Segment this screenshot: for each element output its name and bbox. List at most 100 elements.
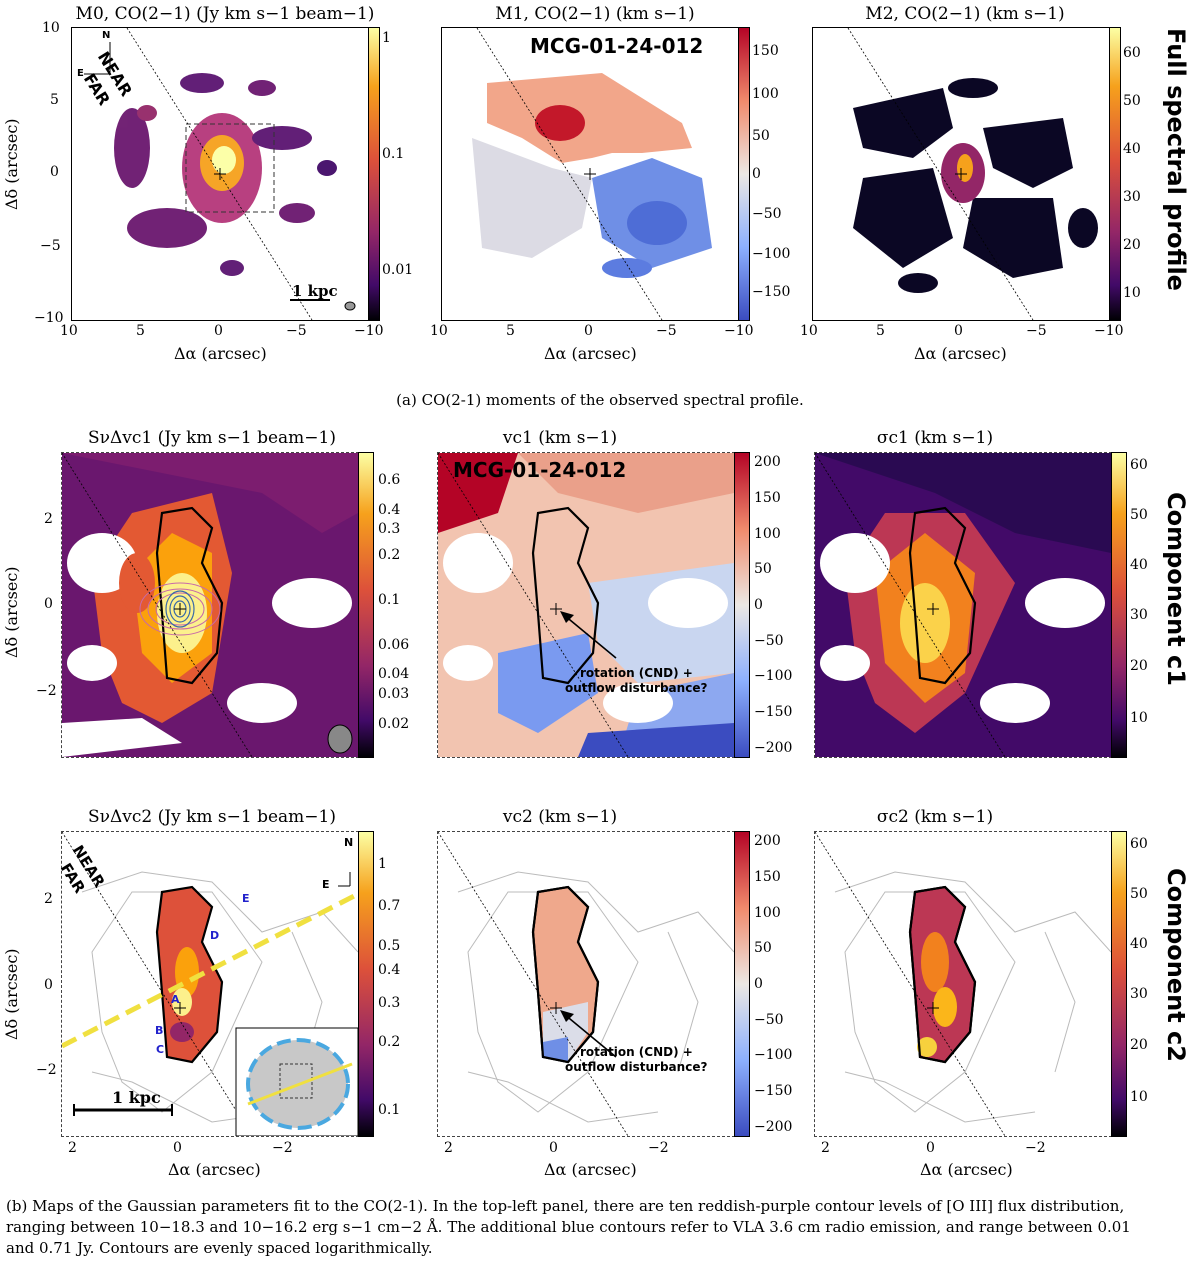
annotation-c2-1: rotation (CND) + <box>580 1045 693 1059</box>
cbar-tick: −50 <box>754 633 784 649</box>
cbar-tick: 0.1 <box>382 146 405 162</box>
cbar-tick: 100 <box>754 905 781 921</box>
map-c2-disp <box>814 831 1112 1137</box>
cbar-tick: 10 <box>1123 285 1141 301</box>
x-tick: 2 <box>821 1140 830 1156</box>
y-axis-label-top: Δδ (arcsec) <box>2 118 21 210</box>
compass-e-top: E <box>77 68 84 79</box>
cbar-tick: 10 <box>1130 710 1148 726</box>
x-axis-label: Δα (arcsec) <box>544 344 637 363</box>
cbar-tick: 0.2 <box>378 1034 401 1050</box>
y-tick: 0 <box>50 164 59 180</box>
caption-b-line1: (b) Maps of the Gaussian parameters fit … <box>6 1197 1125 1215</box>
cbar-tick: 0 <box>754 597 763 613</box>
cbar-tick: −150 <box>754 704 793 720</box>
cbar-tick: 200 <box>754 833 781 849</box>
cbar-tick: 60 <box>1130 457 1148 473</box>
map-c1-flux <box>61 452 359 758</box>
x-axis-label: Δα (arcsec) <box>544 1160 637 1179</box>
cbar-tick: 150 <box>754 490 781 506</box>
cbar-tick: −50 <box>754 1012 784 1028</box>
map-c2-flux <box>61 831 359 1137</box>
caption-b-line3: and 0.71 Jy. Contours are evenly spaced … <box>6 1239 433 1257</box>
cbar-tick: −150 <box>752 284 791 300</box>
row-label-full: Full spectral profile <box>1162 28 1190 291</box>
cbar-tick: −100 <box>752 246 791 262</box>
cbar-c2-flux <box>358 831 374 1137</box>
compass-e-bottom: E <box>322 878 330 891</box>
x-tick: 0 <box>926 1140 935 1156</box>
x-tick: −5 <box>656 323 677 339</box>
cbar-tick: 0.04 <box>378 666 410 682</box>
row-label-c2: Component c2 <box>1162 868 1190 1062</box>
annotation-c1-1: rotation (CND) + <box>580 666 693 680</box>
point-label-b: B <box>155 1024 164 1037</box>
panel-title-m0: M0, CO(2−1) (Jy km s−1 beam−1) <box>75 4 375 24</box>
cbar-m0 <box>368 27 380 321</box>
cbar-tick: 100 <box>752 86 779 102</box>
cbar-tick: 60 <box>1123 45 1141 61</box>
y-tick: 10 <box>42 20 60 36</box>
cbar-tick: 50 <box>1130 886 1148 902</box>
cbar-tick: 50 <box>754 940 772 956</box>
cbar-tick: 20 <box>1130 1037 1148 1053</box>
cbar-tick: −200 <box>754 1119 793 1135</box>
x-tick: −5 <box>286 323 307 339</box>
point-label-a: A <box>171 993 180 1006</box>
x-tick: 0 <box>214 323 223 339</box>
x-tick: −2 <box>1025 1140 1046 1156</box>
cbar-tick: 0.1 <box>378 1102 401 1118</box>
x-axis-label: Δα (arcsec) <box>174 344 267 363</box>
x-tick: 0 <box>549 1140 558 1156</box>
x-tick: 5 <box>506 323 515 339</box>
panel-title-m2: M2, CO(2−1) (km s−1) <box>865 4 1065 24</box>
x-tick: −5 <box>1026 323 1047 339</box>
panel-title-c1-disp: σc1 (km s−1) <box>876 428 994 448</box>
scale-bar-top: 1 kpc <box>292 282 338 300</box>
x-tick: 5 <box>136 323 145 339</box>
cbar-tick: 30 <box>1130 986 1148 1002</box>
y-tick: 0 <box>44 977 53 993</box>
cbar-c1-vel <box>734 452 750 758</box>
cbar-tick: 30 <box>1123 189 1141 205</box>
x-tick: −2 <box>648 1140 669 1156</box>
annotation-c2-2: outflow disturbance? <box>565 1060 708 1074</box>
cbar-tick: 40 <box>1123 141 1141 157</box>
cbar-tick: 0.02 <box>378 716 410 732</box>
cbar-tick: 0.6 <box>378 472 401 488</box>
galaxy-name-top: MCG-01-24-012 <box>530 34 704 58</box>
panel-title-c1-flux: SνΔvc1 (Jy km s−1 beam−1) <box>88 428 336 448</box>
x-axis-label: Δα (arcsec) <box>920 1160 1013 1179</box>
cbar-tick: −150 <box>754 1083 793 1099</box>
map-c1-vel <box>437 452 735 758</box>
scale-bar-bottom: 1 kpc <box>112 1088 161 1107</box>
cbar-tick: 0 <box>754 976 763 992</box>
galaxy-name-mid: MCG-01-24-012 <box>453 458 627 482</box>
cbar-m1 <box>738 27 750 321</box>
cbar-tick: 50 <box>1123 93 1141 109</box>
annotation-c1-2: outflow disturbance? <box>565 681 708 695</box>
x-axis-label: Δα (arcsec) <box>914 344 1007 363</box>
x-tick: 10 <box>430 323 448 339</box>
y-tick: 2 <box>44 511 53 527</box>
panel-title-c1-vel: vc1 (km s−1) <box>502 428 618 448</box>
cbar-tick: 0.1 <box>378 592 401 608</box>
cbar-tick: 10 <box>1130 1089 1148 1105</box>
cbar-tick: 0.4 <box>378 962 401 978</box>
cbar-tick: −50 <box>752 206 782 222</box>
row-label-c1: Component c1 <box>1162 492 1190 686</box>
x-tick: 2 <box>444 1140 453 1156</box>
y-axis-label-bottom: Δδ (arcsec) <box>2 948 21 1040</box>
caption-a: (a) CO(2-1) moments of the observed spec… <box>396 391 804 409</box>
cbar-tick: 50 <box>1130 507 1148 523</box>
cbar-tick: 150 <box>752 43 779 59</box>
cbar-m2 <box>1109 27 1121 321</box>
cbar-tick: −100 <box>754 1047 793 1063</box>
map-c1-disp <box>814 452 1112 758</box>
cbar-tick: 1 <box>382 30 391 46</box>
cbar-tick: 150 <box>754 869 781 885</box>
cbar-tick: 0.01 <box>382 262 414 278</box>
x-tick: −2 <box>272 1140 293 1156</box>
y-tick: 5 <box>50 92 59 108</box>
cbar-tick: 30 <box>1130 607 1148 623</box>
